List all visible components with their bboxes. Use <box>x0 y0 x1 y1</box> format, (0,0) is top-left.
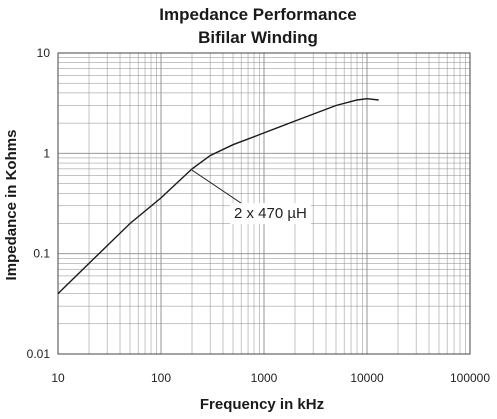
x-tick-label: 10 <box>51 371 65 385</box>
annotation-leader <box>191 169 245 206</box>
tick-labels: 10 100 1000 10000 100000 0.01 0.1 1 10 <box>27 46 491 385</box>
y-axis-label: Impedance in Kohms <box>3 130 20 281</box>
y-tick-label: 10 <box>37 46 51 60</box>
chart-title: Impedance Performance <box>159 5 356 24</box>
x-axis-label: Frequency in kHz <box>200 396 324 413</box>
impedance-curve <box>57 97 379 295</box>
x-tick-label: 10000 <box>350 371 384 385</box>
x-tick-label: 100000 <box>450 371 490 385</box>
y-tick-label: 0.1 <box>33 247 50 261</box>
x-tick-label: 100 <box>151 371 171 385</box>
y-tick-label: 0.01 <box>27 347 51 361</box>
chart-subtitle: Bifilar Winding <box>198 28 318 47</box>
annotation-box <box>230 203 311 225</box>
x-tick-label: 1000 <box>251 371 278 385</box>
y-tick-label: 1 <box>43 146 50 160</box>
annotation-label: 2 x 470 µH <box>234 205 307 222</box>
plot-frame <box>57 52 471 355</box>
grid <box>57 53 470 355</box>
